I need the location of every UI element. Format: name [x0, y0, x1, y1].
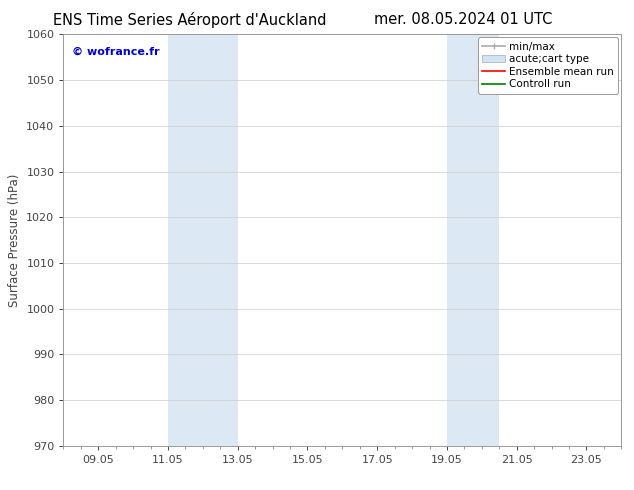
Legend: min/max, acute;cart type, Ensemble mean run, Controll run: min/max, acute;cart type, Ensemble mean …: [478, 37, 618, 94]
Bar: [447, 34, 500, 446]
Y-axis label: Surface Pressure (hPa): Surface Pressure (hPa): [8, 173, 21, 307]
Text: mer. 08.05.2024 01 UTC: mer. 08.05.2024 01 UTC: [373, 12, 552, 27]
Text: ENS Time Series Aéroport d'Auckland: ENS Time Series Aéroport d'Auckland: [53, 12, 327, 28]
Text: © wofrance.fr: © wofrance.fr: [72, 47, 159, 57]
Bar: [168, 34, 238, 446]
